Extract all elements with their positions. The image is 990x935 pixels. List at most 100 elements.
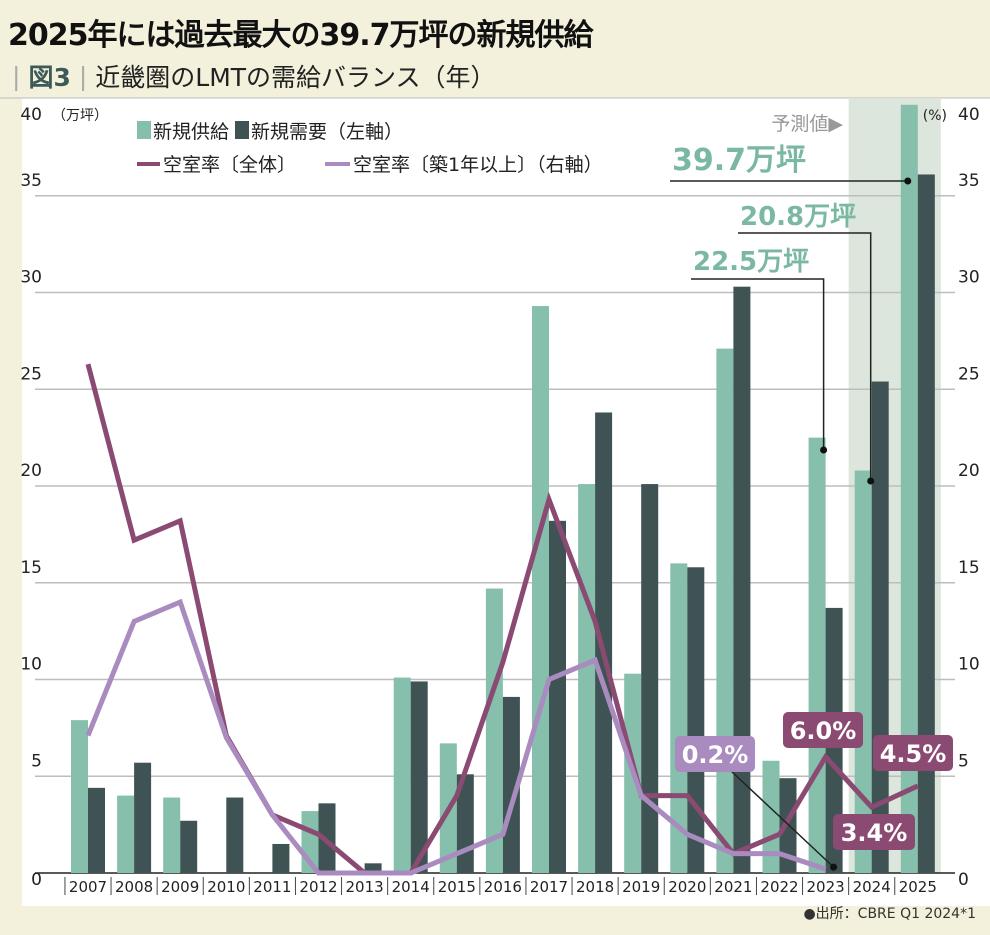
left-tick-label: 10 <box>20 655 42 675</box>
annotation-supply-2025: 39.7万坪 <box>672 143 806 178</box>
leader-line <box>691 278 825 450</box>
bar-supply <box>117 795 135 873</box>
annotation-supply-2023: 22.5万坪 <box>693 247 809 277</box>
bar-demand <box>641 484 659 873</box>
x-tick-label: 2009 <box>161 878 199 896</box>
right-tick-label: 10 <box>958 655 980 675</box>
x-tick-label: 2012 <box>299 878 337 896</box>
bar-supply <box>854 470 872 873</box>
vacancy-1yr-line <box>85 598 827 876</box>
annotation-vacancy-all-2024-box <box>833 814 915 850</box>
bar-supply <box>485 588 503 873</box>
bar-supply <box>578 484 596 873</box>
bar-demand <box>779 778 797 873</box>
x-tick-label: 2024 <box>853 878 891 896</box>
bar-supply <box>532 306 549 873</box>
divider: | <box>78 61 88 91</box>
forecast-label: 予測値▶ <box>771 113 843 135</box>
x-tick-label: 2013 <box>346 878 384 896</box>
x-tick-label: 2010 <box>207 878 245 896</box>
x-tick-label: 2022 <box>760 878 798 896</box>
x-tick-label: 2014 <box>392 878 430 896</box>
x-tick-label: 2020 <box>668 878 706 896</box>
right-tick-label: 30 <box>958 268 980 288</box>
right-tick-label: 20 <box>958 461 980 481</box>
x-tick-label: 2017 <box>530 878 568 896</box>
x-tick-label: 2018 <box>576 878 614 896</box>
annotation-vacancy-all-2023-box <box>783 712 863 748</box>
bar-supply <box>393 677 411 873</box>
legend-swatch-demand <box>235 121 249 139</box>
legend-swatch-supply <box>137 121 151 139</box>
chart-title: 2025年には過去最大の39.7万坪の新規供給 <box>8 18 594 53</box>
leader-dot <box>830 863 838 871</box>
right-tick-label: 15 <box>958 558 980 578</box>
bar-demand <box>180 820 198 873</box>
bar-demand <box>272 843 290 873</box>
x-tick-label: 2011 <box>253 878 291 896</box>
x-tick-label: 2015 <box>438 878 476 896</box>
divider: | <box>12 61 21 91</box>
right-tick-label: 0 <box>958 870 969 890</box>
bar-demand <box>733 286 751 873</box>
bar-demand <box>549 520 566 873</box>
bar-demand <box>687 567 705 873</box>
bar-supply <box>716 348 734 873</box>
x-tick-label: 2025 <box>899 878 937 896</box>
bar-demand <box>917 174 935 874</box>
figure-label: 図3 <box>28 63 71 92</box>
right-tick-label: 40 <box>958 105 980 125</box>
bar-demand <box>318 803 336 873</box>
bar-supply <box>762 760 780 873</box>
annotation-vacancy-all-2023: 6.0% <box>790 717 857 745</box>
bar-supply <box>900 104 918 874</box>
chart-subtitle-row: | 図3 | 近畿圏のLMTの需給バランス（年） <box>12 58 496 94</box>
legend-label-supply: 新規供給 <box>153 121 229 143</box>
left-tick-label: 5 <box>31 751 42 771</box>
x-tick-label: 2019 <box>622 878 660 896</box>
leader-dot <box>820 446 828 454</box>
legend-label-demand: 新規需要（左軸） <box>251 121 403 143</box>
bar-supply <box>163 797 181 873</box>
bar-demand <box>364 863 382 873</box>
bar-demand <box>88 787 105 873</box>
bar-demand <box>226 797 244 873</box>
bar-demand <box>410 681 428 873</box>
annotation-vacancy-all-2024: 3.4% <box>841 819 908 847</box>
left-tick-label: 40 <box>20 105 42 125</box>
x-tick-label: 2007 <box>69 878 107 896</box>
bar-supply <box>808 437 826 873</box>
legend-label-vacancy-all: 空室率〔全体〕 <box>163 154 296 176</box>
left-tick-label: 15 <box>20 558 42 578</box>
bar-demand <box>595 412 613 873</box>
chart-subtitle: 近畿圏のLMTの需給バランス（年） <box>95 63 496 92</box>
left-tick-label: 25 <box>20 364 42 384</box>
left-tick-label: 0 <box>31 870 42 890</box>
leader-dot <box>867 477 875 485</box>
bar-demand <box>134 762 152 873</box>
x-tick-label: 2023 <box>807 878 845 896</box>
annotation-vacancy-1yr-2023-box <box>675 736 755 772</box>
left-tick-label: 30 <box>20 268 42 288</box>
right-tick-label: 25 <box>958 364 980 384</box>
x-tick-label: 2016 <box>484 878 522 896</box>
left-axis-unit: （万坪） <box>52 108 108 124</box>
leader-line <box>729 769 835 868</box>
annotation-vacancy-1yr-2023: 0.2% <box>682 741 749 769</box>
leader-dot <box>904 177 912 185</box>
annotation-vacancy-all-2025-box <box>873 735 953 771</box>
annotation-supply-2024: 20.8万坪 <box>740 202 856 232</box>
leader-line <box>738 232 872 481</box>
right-axis-unit: (%) <box>923 108 947 124</box>
annotation-vacancy-all-2025: 4.5% <box>880 740 947 768</box>
right-tick-label: 35 <box>958 171 980 191</box>
x-tick-label: 2021 <box>714 878 752 896</box>
left-tick-label: 35 <box>20 171 42 191</box>
x-tick-label: 2008 <box>115 878 153 896</box>
bar-supply <box>71 720 88 873</box>
bar-demand <box>502 696 520 873</box>
source-note: ●出所：CBRE Q1 2024*1 <box>803 906 976 922</box>
legend-label-vacancy-1yr: 空室率〔築1年以上〕（右軸） <box>353 154 603 176</box>
right-tick-label: 5 <box>958 751 969 771</box>
